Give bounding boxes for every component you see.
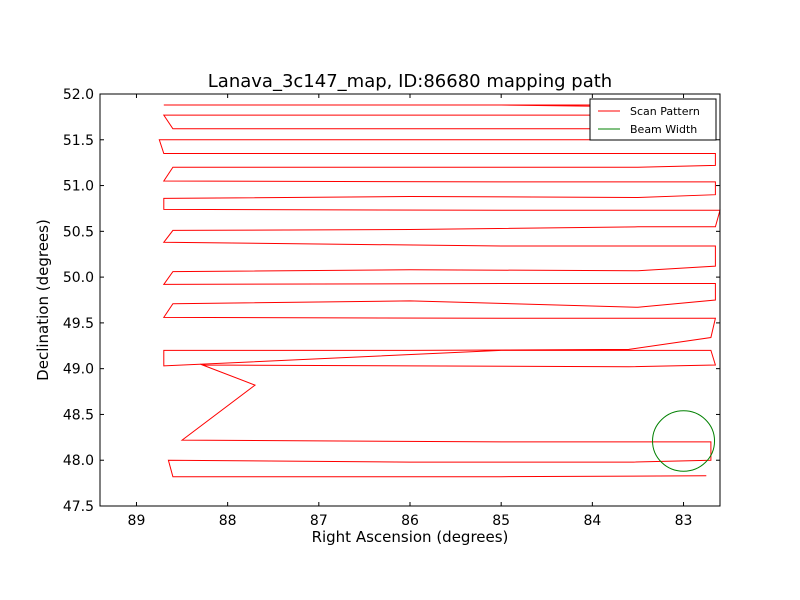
legend: Scan Pattern Beam Width <box>589 98 717 141</box>
x-tick-label: 86 <box>401 513 419 529</box>
y-tick-label: 47.5 <box>63 499 94 515</box>
x-tick-label: 89 <box>128 513 146 529</box>
y-tick-label: 48.5 <box>63 407 94 423</box>
x-tick-label: 88 <box>219 513 237 529</box>
y-tick-label: 50.5 <box>63 224 94 240</box>
chart-title: Lanava_3c147_map, ID:86680 mapping path <box>208 71 612 92</box>
x-axis-label: Right Ascension (degrees) <box>312 528 509 546</box>
x-tick-label: 84 <box>583 513 601 529</box>
series-layer <box>158 104 721 478</box>
beam-width-circle <box>652 410 716 472</box>
legend-scan-pattern-label: Scan Pattern <box>630 105 700 118</box>
y-tick-label: 51.5 <box>63 133 94 149</box>
legend-box <box>589 98 717 141</box>
x-tick-label: 85 <box>492 513 510 529</box>
y-tick-label: 52.0 <box>63 87 94 103</box>
ticks-layer: 89 88 87 86 85 84 83 47.5 48.0 48.5 49.0 49.5 50.0 50… <box>63 87 720 529</box>
y-tick-label: 49.5 <box>63 316 94 332</box>
y-tick-label: 51.0 <box>63 179 94 195</box>
scan-pattern-line <box>158 104 721 478</box>
legend-beam-width-label: Beam Width <box>630 123 697 136</box>
y-axis-label: Declination (degrees) <box>34 219 52 381</box>
y-tick-label: 49.0 <box>63 362 94 378</box>
y-tick-label: 50.0 <box>63 270 94 286</box>
plot-area <box>100 94 720 506</box>
x-tick-label: 87 <box>310 513 328 529</box>
x-tick-label: 83 <box>675 513 693 529</box>
y-tick-label: 48.0 <box>63 453 94 469</box>
